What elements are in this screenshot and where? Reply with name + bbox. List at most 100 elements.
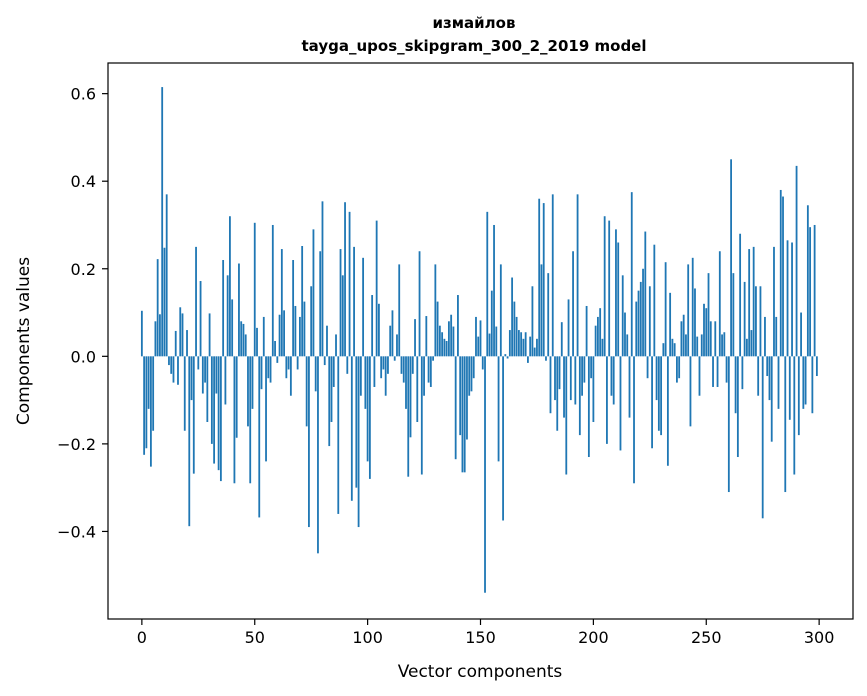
bar-220: [637, 290, 640, 357]
bar-50: [253, 222, 256, 357]
bar-234: [669, 292, 672, 357]
bar-191: [572, 251, 574, 357]
bar-62: [280, 249, 283, 357]
bar-188: [565, 356, 568, 475]
bar-187: [563, 356, 565, 418]
bar-100: [366, 356, 369, 462]
x-tick-label-150: 150: [465, 628, 496, 647]
bar-298: [813, 224, 816, 357]
bar-292: [800, 312, 802, 357]
bar-297: [811, 356, 814, 414]
bar-70: [298, 316, 301, 357]
bar-223: [644, 231, 647, 357]
bar-271: [752, 246, 755, 357]
bar-21: [188, 356, 191, 527]
bar-160: [502, 356, 504, 521]
bar-172: [529, 336, 532, 357]
bar-277: [766, 356, 769, 377]
bar-135: [445, 341, 448, 357]
bar-103: [373, 356, 376, 387]
bar-19: [183, 356, 186, 431]
bar-111: [391, 310, 394, 357]
bar-206: [606, 356, 608, 444]
y-tick-label-0.6: 0.6: [71, 85, 96, 104]
bar-72: [303, 301, 306, 357]
bar-31: [210, 356, 213, 444]
bar-204: [601, 338, 604, 357]
bar-81: [323, 356, 326, 366]
bar-154: [488, 333, 491, 357]
bar-51: [256, 327, 258, 357]
bar-214: [624, 312, 626, 357]
bar-63: [283, 310, 285, 357]
bar-94: [353, 246, 355, 357]
bar-58: [271, 224, 274, 357]
bar-54: [262, 316, 265, 357]
bar-144: [466, 356, 468, 440]
bar-228: [655, 356, 658, 401]
bar-205: [603, 216, 606, 357]
bar-57: [269, 356, 272, 383]
bar-106: [380, 356, 383, 379]
bar-14: [172, 356, 175, 383]
bar-142: [461, 356, 464, 473]
bar-235: [671, 338, 674, 357]
bar-229: [657, 356, 660, 431]
bar-174: [533, 347, 536, 357]
bar-192: [574, 356, 577, 405]
bar-131: [436, 301, 439, 357]
bar-101: [368, 356, 371, 479]
bar-4: [149, 356, 152, 467]
bar-116: [402, 356, 405, 383]
bar-200: [592, 356, 595, 422]
bar-27: [201, 356, 204, 394]
bar-241: [685, 334, 687, 357]
x-tick-label-50: 50: [245, 628, 265, 647]
bar-87: [337, 356, 340, 514]
bar-114: [398, 264, 401, 357]
bar-288: [791, 242, 793, 357]
bar-143: [463, 356, 466, 473]
bar-65: [287, 356, 290, 370]
bar-88: [339, 249, 342, 357]
bar-75: [310, 286, 313, 357]
y-tick-label-0.2: 0.2: [71, 260, 96, 279]
bar-0: [140, 310, 143, 357]
bar-157: [495, 326, 498, 357]
bar-176: [538, 198, 541, 357]
bar-186: [560, 322, 563, 357]
bar-11: [165, 194, 168, 357]
bar-182: [551, 194, 554, 357]
bar-267: [743, 281, 746, 357]
bar-263: [734, 356, 737, 414]
bar-171: [527, 356, 529, 363]
bar-148: [475, 316, 477, 357]
bar-231: [662, 343, 665, 357]
bar-202: [596, 316, 599, 357]
bar-3: [147, 356, 150, 409]
bar-89: [341, 275, 344, 357]
bar-269: [748, 249, 751, 357]
bar-151: [481, 356, 484, 370]
bar-190: [569, 356, 572, 401]
bar-98: [362, 257, 365, 357]
bar-53: [260, 356, 263, 390]
chart-title-line1: измайлов: [433, 14, 516, 32]
bar-294: [804, 356, 807, 405]
bar-194: [578, 356, 581, 436]
bar-105: [378, 303, 380, 357]
bar-130: [434, 264, 437, 357]
bar-278: [768, 356, 771, 401]
bar-9: [161, 87, 164, 357]
bar-265: [739, 233, 742, 357]
bar-195: [581, 356, 583, 396]
bar-2: [145, 356, 148, 449]
bar-26: [199, 281, 202, 357]
bar-216: [628, 356, 631, 418]
bar-82: [326, 325, 328, 357]
bar-90: [344, 202, 346, 357]
bar-42: [235, 356, 238, 438]
bar-295: [806, 205, 809, 357]
bar-97: [359, 356, 362, 396]
bar-175: [536, 338, 538, 357]
